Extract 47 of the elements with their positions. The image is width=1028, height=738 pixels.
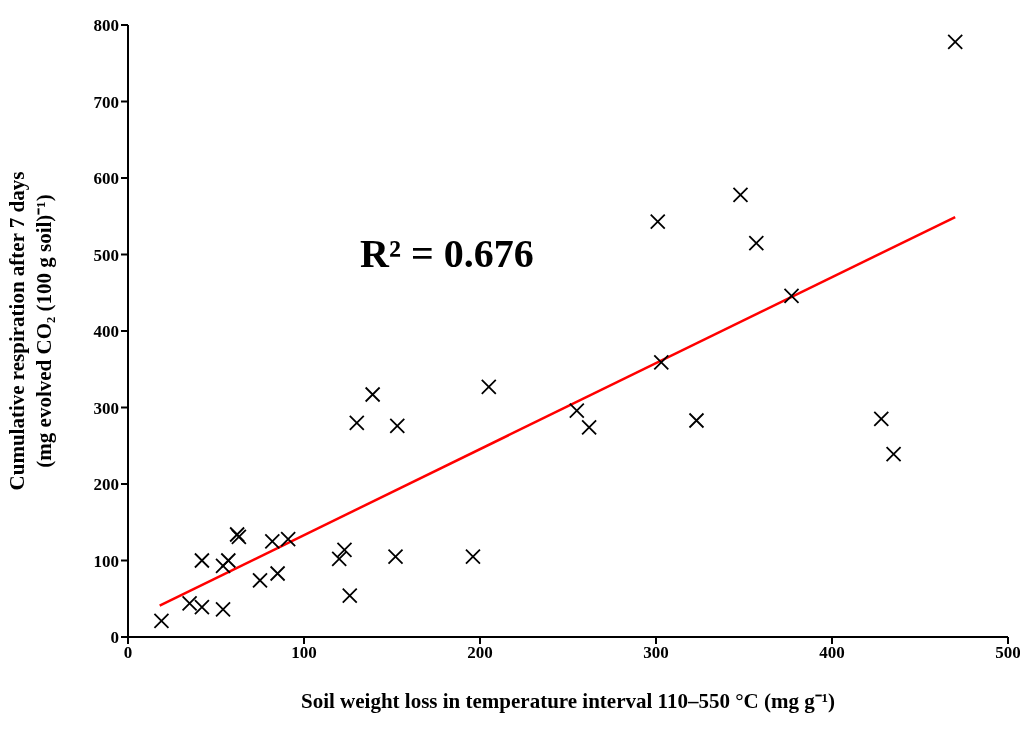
point [748, 235, 765, 251]
point [387, 548, 404, 565]
x-tick-label: 500 [995, 643, 1021, 663]
y-axis-title: Cumulative respiration after 7 days (mg evolved CO₂ (100 g soil)⁻¹) [5, 171, 56, 491]
point [194, 552, 210, 569]
point [885, 446, 902, 463]
point [783, 287, 800, 304]
y-tick-label: 200 [93, 475, 119, 495]
point [364, 386, 381, 403]
point [732, 186, 749, 203]
point [215, 601, 231, 618]
point [194, 599, 210, 616]
x-tick-label: 200 [467, 643, 493, 663]
point [331, 551, 348, 567]
point [269, 565, 286, 582]
y-tick-label: 300 [93, 398, 119, 418]
y-tick-label: 800 [93, 16, 119, 36]
point [465, 548, 481, 565]
x-tick-label: 100 [291, 643, 317, 663]
point [181, 595, 198, 612]
point [653, 354, 670, 371]
point [873, 411, 890, 427]
point [215, 557, 231, 574]
point [153, 613, 170, 629]
point [480, 378, 497, 395]
y-tick-label: 700 [93, 92, 119, 112]
point [947, 33, 964, 50]
point [348, 414, 365, 431]
point [336, 541, 353, 558]
point [341, 587, 358, 604]
point [568, 402, 585, 419]
y-tick-label: 400 [93, 322, 119, 342]
point [220, 552, 237, 569]
point [581, 419, 598, 436]
y-tick-label: 600 [93, 169, 119, 189]
point [688, 412, 705, 429]
x-tick-label: 0 [123, 643, 133, 663]
annotation: R² = 0.676 [360, 230, 534, 277]
point [252, 572, 268, 589]
y-tick-label: 0 [110, 628, 119, 648]
x-tick-label: 300 [643, 643, 669, 663]
point [649, 213, 666, 230]
y-tick-label: 100 [93, 551, 119, 571]
y-tick-label: 500 [93, 245, 119, 265]
point [389, 417, 406, 434]
x-axis-title: Soil weight loss in temperature interval 110–550 °C (mg g⁻¹) [300, 689, 836, 713]
x-tick-label: 400 [819, 643, 845, 663]
